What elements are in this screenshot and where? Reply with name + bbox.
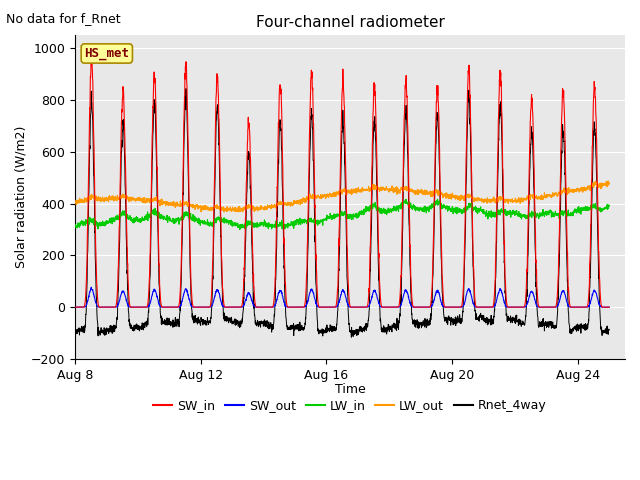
- X-axis label: Time: Time: [335, 383, 365, 396]
- Text: No data for f_Rnet: No data for f_Rnet: [6, 12, 121, 25]
- Legend: SW_in, SW_out, LW_in, LW_out, Rnet_4way: SW_in, SW_out, LW_in, LW_out, Rnet_4way: [148, 395, 552, 418]
- Y-axis label: Solar radiation (W/m2): Solar radiation (W/m2): [15, 126, 28, 268]
- Text: HS_met: HS_met: [84, 47, 129, 60]
- Title: Four-channel radiometer: Four-channel radiometer: [255, 15, 444, 30]
